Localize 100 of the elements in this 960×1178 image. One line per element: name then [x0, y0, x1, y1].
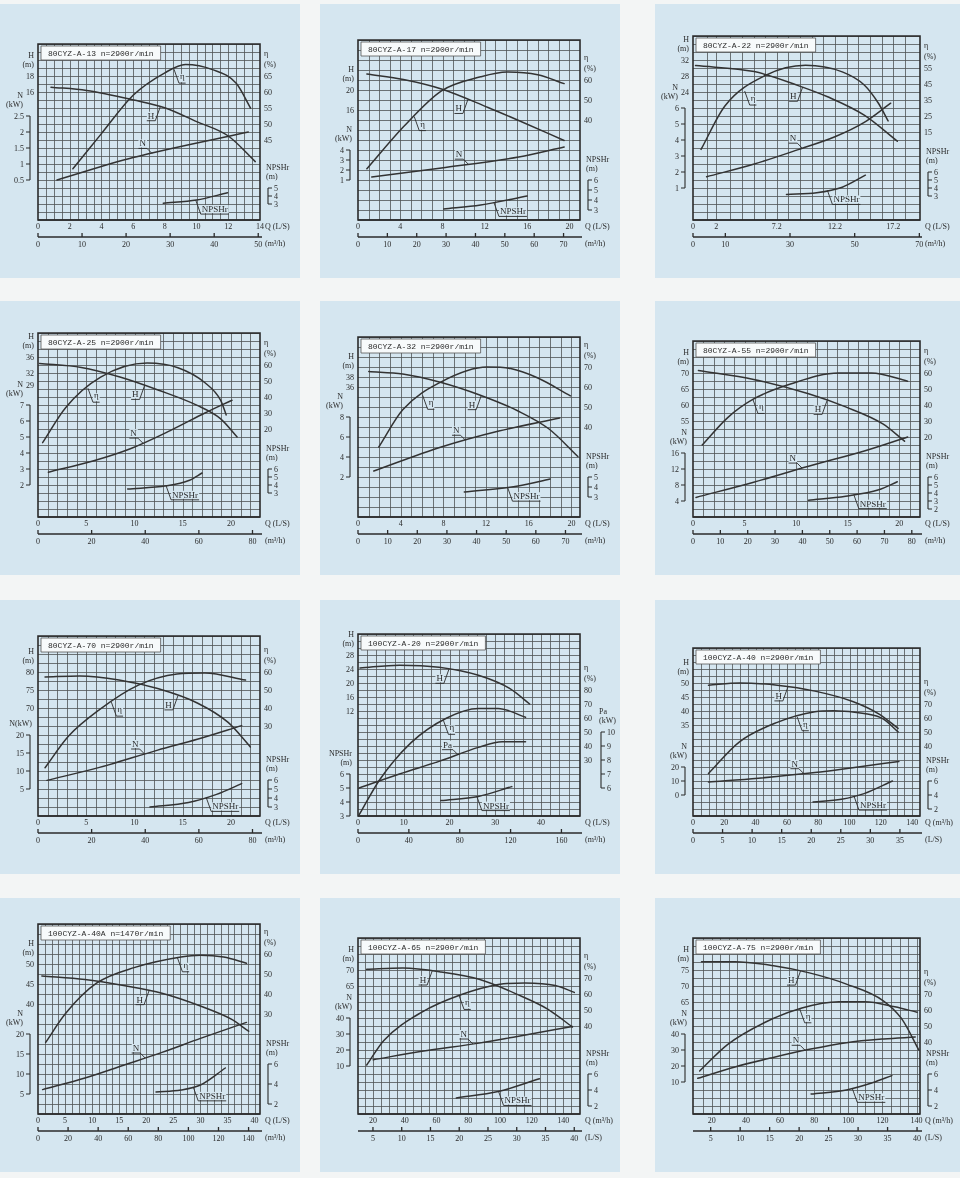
text: 80CYZ-A-17 n=2900r/min [368, 44, 474, 54]
y2-axis-title: H (m) [342, 630, 355, 648]
series-label: η [117, 704, 123, 715]
x2-tick-label: 0 [356, 537, 360, 547]
y2-tick-label: 24 [681, 88, 689, 97]
y-tick-label: 3 [274, 200, 278, 209]
series-label: H [436, 673, 444, 684]
x2-tick-label: 20 [413, 537, 422, 547]
y-tick-label: 50 [264, 686, 272, 695]
y-axis-title: η (%) [584, 53, 597, 73]
x-tick-label: 10 [792, 519, 801, 529]
x-tick-label: 4 [398, 222, 403, 232]
y-tick-label: 8 [340, 413, 344, 422]
y-tick-label: 2 [934, 805, 938, 814]
x-tick-label: 12.2 [828, 222, 843, 232]
y-tick-label: 4 [274, 1080, 278, 1089]
x2-tick-label: 160 [555, 836, 568, 846]
y3-tick-label: 6 [607, 784, 611, 793]
y-tick-label: 40 [584, 742, 592, 751]
x-tick-label: 25 [169, 1116, 178, 1126]
x2-tick-label: 80 [154, 1134, 163, 1144]
y2-tick-label: 38 [346, 373, 354, 382]
series-label: H [165, 699, 173, 710]
x-tick-label: 40 [741, 1116, 750, 1126]
x2-tick-label: 30 [854, 1134, 863, 1144]
y-tick-label: 6 [934, 473, 938, 482]
x-tick-label: 10 [130, 519, 139, 529]
y3-axis-title: N (kW) [6, 91, 24, 109]
x-tick-label: 0 [356, 818, 360, 828]
y2-tick-label: 0 [675, 791, 679, 800]
y3-axis-title: N (kW) [6, 1009, 24, 1027]
x-tick-label: 15 [115, 1116, 124, 1126]
y-tick-label: 40 [924, 1038, 932, 1047]
y-tick-label: 30 [264, 722, 272, 731]
x-tick-label: 5 [63, 1116, 68, 1126]
x-tick-label: 5 [84, 519, 89, 529]
x2-tick-label: 50 [825, 537, 834, 547]
series-label: N [132, 1043, 140, 1053]
y-tick-label: 4 [675, 136, 679, 145]
x-axis-title: Q (L/S) [265, 1116, 290, 1126]
y-tick-label: 30 [584, 756, 592, 765]
x2-tick-label: 50 [850, 240, 859, 250]
y-axis-title: N (kW) [335, 993, 353, 1011]
series-label: N [139, 138, 147, 149]
x2-tick-label: 30 [442, 537, 451, 547]
y2-tick-label: 50 [26, 960, 34, 969]
x-tick-label: 40 [250, 1116, 259, 1126]
y-tick-label: 6 [934, 168, 938, 177]
y-tick-label: 6 [274, 1060, 278, 1069]
x2-tick-label: 140 [242, 1134, 255, 1144]
x-tick-label: 0 [36, 519, 40, 529]
series-label: η [805, 1010, 811, 1021]
x2-tick-label: 60 [853, 537, 862, 547]
y-tick-label: 4 [934, 489, 938, 498]
x-tick-label: 20 [720, 818, 729, 828]
series-label: η [449, 722, 455, 733]
x2-tick-label: 60 [194, 537, 203, 547]
y2-tick-label: 70 [26, 704, 34, 713]
x-tick-label: 14 [256, 222, 264, 232]
x-tick-label: 40 [400, 1116, 409, 1126]
y-tick-label: 6 [675, 104, 679, 113]
x2-tick-label: 40 [472, 537, 481, 547]
x-tick-label: 120 [525, 1116, 538, 1126]
x2-tick-label: 30 [786, 240, 795, 250]
x-tick-label: 20 [142, 1116, 151, 1126]
y-tick-label: 60 [924, 1006, 932, 1015]
x2-tick-label: 10 [78, 240, 87, 250]
y-tick-label: 6 [340, 433, 344, 442]
x2-tick-label: 25 [824, 1134, 833, 1144]
y-tick-label: 3 [340, 812, 344, 821]
x2-tick-label: 0 [356, 836, 360, 846]
x2-tick-label: 120 [212, 1134, 225, 1144]
x2-tick-label: 35 [541, 1134, 550, 1144]
x2-tick-label: 100 [182, 1134, 195, 1144]
x-tick-label: 120 [874, 818, 887, 828]
x-tick-label: 120 [876, 1116, 889, 1126]
series-label: H [790, 91, 798, 102]
y-tick-label: 4 [274, 192, 278, 201]
y2-tick-label: 65 [346, 982, 354, 991]
series-label: η [750, 93, 756, 104]
y3-tick-label: 8 [607, 756, 611, 765]
x-tick-label: 8 [440, 222, 445, 232]
x-tick-label: 15 [843, 519, 852, 529]
x2-tick-label: 10 [383, 240, 392, 250]
x-axis-title: Q (L/S) [585, 222, 610, 232]
y3-tick-label: 7 [607, 770, 611, 779]
x2-tick-label: 0 [36, 240, 40, 250]
y-tick-label: 3 [274, 489, 278, 498]
x-tick-label: 12 [224, 222, 233, 232]
y2-axis-title: H (m) [22, 332, 35, 350]
y-tick-label: 5 [274, 473, 278, 482]
x-tick-label: 100 [493, 1116, 506, 1126]
x2-tick-label: 20 [455, 1134, 464, 1144]
series-label: N [789, 453, 797, 464]
y2-tick-label: 20 [346, 86, 354, 95]
x2-tick-label: 40 [404, 836, 413, 846]
text: 80CYZ-A-32 n=2900r/min [368, 341, 474, 351]
legend-label: NPSHr [859, 800, 887, 811]
x2-tick-label: 40 [141, 836, 150, 846]
x-tick-label: 7.2 [771, 222, 782, 232]
